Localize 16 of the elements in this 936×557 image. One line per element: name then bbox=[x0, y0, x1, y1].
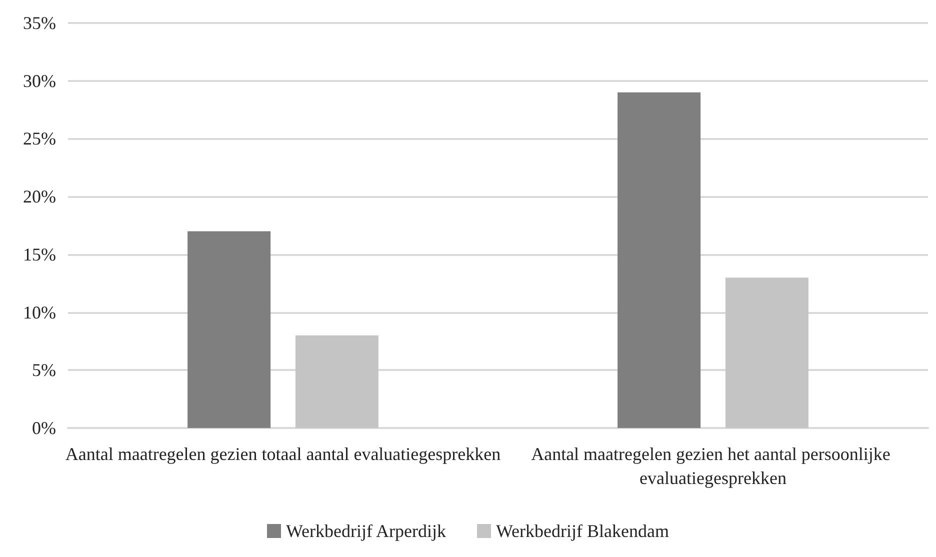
y-tick-label: 30% bbox=[23, 70, 56, 91]
legend-label: Werkbedrijf Blakendam bbox=[496, 521, 669, 541]
bar bbox=[725, 278, 808, 428]
x-tick-label: Aantal maatregelen gezien totaal aantal evaluatiegesprekken bbox=[65, 444, 501, 464]
y-tick-label: 0% bbox=[32, 418, 56, 438]
y-tick-label: 25% bbox=[23, 128, 56, 149]
bar bbox=[618, 92, 701, 428]
x-tick-label: Aantal maatregelen gezien het aantal persoonlijke evaluatiegesprekken bbox=[531, 444, 895, 488]
y-tick-label: 5% bbox=[32, 360, 56, 380]
y-tick-label: 20% bbox=[23, 186, 56, 207]
y-tick-label: 10% bbox=[23, 302, 56, 322]
y-tick-label: 35% bbox=[23, 13, 56, 33]
y-tick-label: 15% bbox=[23, 244, 56, 264]
legend-label: Werkbedrijf Arperdijk bbox=[286, 521, 446, 541]
bar bbox=[295, 335, 378, 428]
bar bbox=[188, 231, 271, 428]
